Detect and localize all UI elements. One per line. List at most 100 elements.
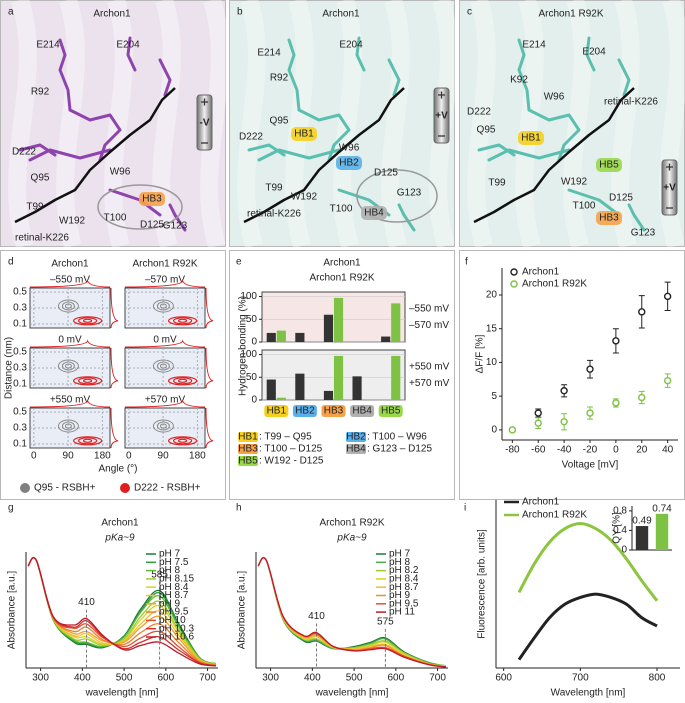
residue-label: E214	[36, 40, 60, 51]
contour-d222	[173, 437, 193, 445]
side-chain	[627, 203, 646, 232]
helix	[333, 0, 362, 249]
voltage-label: -V	[200, 118, 210, 129]
panel-letter: e	[236, 257, 242, 268]
legend-label: pH 10.3	[159, 623, 194, 634]
bar	[276, 330, 286, 342]
legend-label: pH 8.7	[389, 582, 419, 593]
value-label: 0.49	[632, 516, 652, 527]
battery	[661, 159, 678, 216]
bar	[635, 526, 649, 550]
legend-label: pH 9.5	[159, 607, 189, 618]
contour-d222	[77, 317, 98, 325]
helix	[104, 0, 133, 249]
point	[663, 376, 672, 385]
helix	[56, 0, 85, 249]
x-tick-label: 700	[429, 673, 446, 684]
residue-label: R92	[270, 73, 289, 84]
x-tick-label: 90	[63, 451, 75, 462]
point	[560, 387, 568, 395]
panel-b: b Archon1 E214 E204 R92 D222 Q95 HB1 W96 HB2 T99 W1…	[229, 0, 458, 249]
x-axis-label: wavelength [nm]	[315, 688, 389, 699]
marginal-distribution	[124, 279, 206, 288]
category-key	[321, 405, 346, 417]
retinal	[14, 87, 176, 224]
residue-label: retinal-K226	[15, 233, 69, 244]
residue-label: G123	[163, 221, 188, 232]
contour-d222	[82, 378, 93, 383]
contour-d222	[173, 317, 193, 325]
bar	[295, 373, 305, 400]
helix	[563, 0, 592, 249]
marginal-distribution	[110, 407, 119, 449]
y-tick-label: 0.4	[613, 525, 627, 536]
y-tick-label: 0.1	[13, 439, 27, 450]
residue-label: HB1	[294, 129, 314, 140]
side-chain	[287, 38, 301, 112]
residue-label: D125	[609, 193, 633, 204]
helix	[237, 0, 266, 249]
hb-highlight	[336, 156, 362, 170]
category-key	[350, 405, 375, 417]
y-tick-label: 20	[486, 290, 498, 301]
contour-d222	[178, 438, 188, 443]
point	[612, 337, 620, 345]
y-axis-label: Distance (nm)	[4, 337, 15, 399]
contour-q95	[64, 363, 72, 369]
contour-q95	[152, 299, 174, 313]
residue-label: retinal-K226	[247, 209, 301, 220]
contour-q95	[57, 359, 79, 373]
side-chain	[257, 148, 341, 162]
legend-label: pH 8.15	[159, 574, 194, 585]
hb-highlight	[139, 192, 165, 206]
x-tick-label: HB4	[352, 406, 372, 417]
legend-label: pH 8	[389, 557, 411, 568]
legend-key-label: HB5	[238, 456, 258, 467]
y-tick-label: 0.5	[13, 407, 27, 418]
data-line	[517, 522, 659, 602]
column-title: Archon1 R92K	[132, 259, 197, 270]
legend-marker	[510, 268, 518, 276]
bar	[381, 336, 391, 342]
residue-label: HB1	[521, 133, 541, 144]
point	[534, 419, 542, 427]
x-tick-label: 300	[262, 673, 279, 684]
x-tick-label: 600	[495, 673, 512, 684]
y-tick-label: 50	[246, 314, 258, 325]
residue-label: Q95	[477, 125, 496, 136]
helix	[467, 0, 496, 249]
data-line	[257, 557, 446, 668]
legend-key	[238, 456, 258, 466]
legend-marker	[120, 483, 130, 493]
residue-label: E204	[339, 40, 363, 51]
panel-frame	[229, 250, 455, 500]
legend-label: pH 8.4	[389, 574, 419, 585]
contour-d222	[168, 376, 198, 386]
residue-label: D125	[374, 168, 398, 179]
residue-label: HB3	[599, 213, 619, 224]
marginal-distribution	[29, 339, 111, 348]
residue-label: G123	[397, 188, 422, 199]
y-tick-label: 0	[251, 337, 257, 348]
peak-label: 410	[308, 611, 325, 622]
contour-q95	[152, 419, 174, 433]
x-tick-label: 400	[74, 673, 91, 684]
y-tick-label: 0.8	[613, 506, 627, 517]
residue-label: W96	[110, 167, 131, 178]
point	[586, 409, 594, 417]
marginal-distribution	[29, 399, 111, 408]
bar	[333, 355, 344, 400]
voltage-label: +V	[663, 183, 676, 194]
contour-d222	[72, 316, 103, 326]
y-tick-label: 100	[240, 291, 257, 302]
marginal-distribution	[124, 339, 206, 348]
contour-d222	[72, 376, 103, 386]
y-axis-label: QY [%]	[612, 512, 623, 544]
contour-d222	[178, 378, 188, 383]
voltage-label: –550 mV	[50, 275, 90, 286]
legend-key	[238, 432, 258, 442]
point	[638, 308, 646, 316]
point	[560, 418, 568, 426]
legend-label: : T100 – D125	[259, 444, 323, 455]
y-tick-label: 0.3	[13, 423, 27, 434]
